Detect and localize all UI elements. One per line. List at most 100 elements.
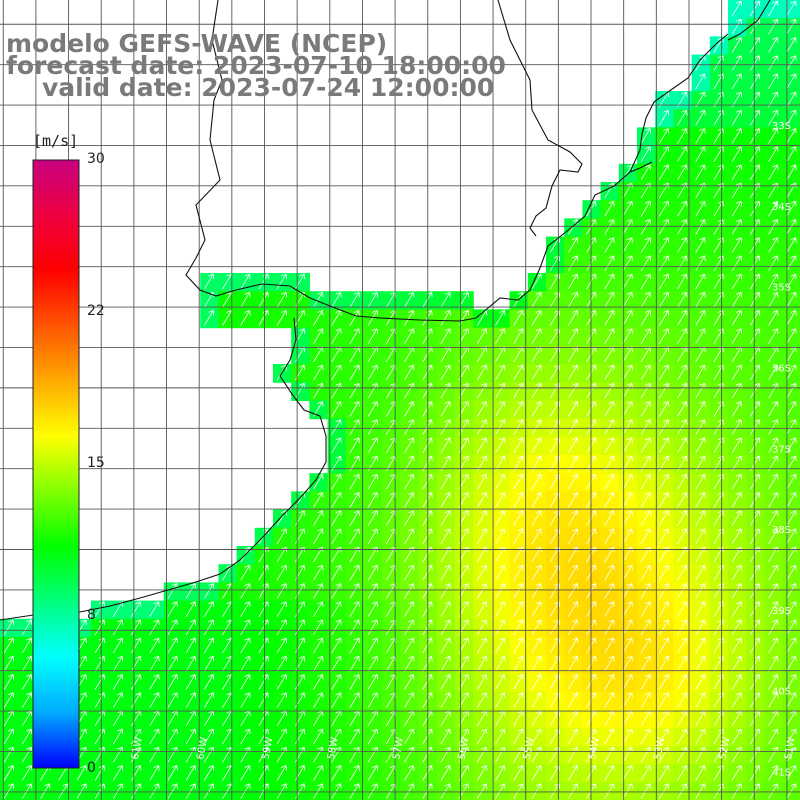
wind-arrow — [513, 783, 524, 799]
wind-arrow — [658, 328, 670, 344]
wind-speed-cell — [564, 728, 583, 747]
wind-arrow — [658, 273, 670, 290]
wind-arrow — [531, 528, 542, 545]
wind-arrow — [731, 437, 742, 454]
wind-speed-cell — [236, 637, 256, 656]
wind-arrow — [731, 401, 742, 417]
wind-arrow — [331, 583, 342, 599]
wind-arrow — [476, 328, 488, 344]
wind-speed-cell — [673, 618, 693, 638]
wind-speed-cell — [564, 400, 583, 420]
wind-speed-cell — [637, 764, 656, 784]
wind-arrow — [749, 510, 761, 526]
wind-arrow — [695, 146, 706, 162]
wind-arrow — [622, 655, 633, 672]
wind-speed-cell — [509, 509, 529, 529]
wind-arrow — [695, 637, 706, 654]
wind-speed-cell — [163, 746, 183, 765]
wind-arrow — [658, 219, 670, 235]
wind-speed-cell — [436, 291, 456, 310]
wind-arrow — [567, 310, 579, 326]
wind-arrow — [276, 291, 287, 308]
wind-speed-cell — [382, 473, 401, 492]
wind-speed-cell — [345, 473, 365, 492]
wind-speed-cell — [400, 509, 420, 529]
longitude-label: 53W — [652, 736, 667, 760]
wind-speed-cell — [691, 527, 711, 547]
wind-speed-cell — [309, 691, 329, 711]
wind-speed-cell — [327, 691, 347, 711]
wind-speed-cell — [655, 145, 674, 165]
wind-arrow — [149, 637, 160, 654]
wind-speed-cell — [709, 782, 729, 800]
wind-arrow — [731, 291, 742, 308]
wind-arrow — [404, 692, 415, 708]
wind-speed-cell — [600, 582, 620, 602]
wind-arrow — [640, 364, 651, 381]
wind-speed-cell — [746, 400, 765, 420]
wind-speed-cell — [491, 618, 511, 638]
wind-speed-cell — [709, 509, 729, 529]
wind-arrow — [695, 437, 706, 454]
wind-arrow — [604, 419, 615, 435]
wind-arrow — [567, 619, 579, 636]
wind-speed-cell — [400, 764, 420, 784]
wind-arrow — [367, 419, 378, 435]
wind-arrow — [476, 619, 488, 636]
wind-speed-cell — [709, 473, 729, 492]
wind-speed-cell — [236, 546, 256, 565]
wind-speed-cell — [564, 782, 583, 800]
wind-arrow — [349, 564, 360, 581]
wind-arrow — [731, 473, 742, 490]
wind-speed-cell — [709, 291, 729, 310]
wind-arrow — [349, 328, 360, 344]
wind-speed-cell — [455, 491, 474, 511]
wind-arrow — [131, 692, 142, 708]
wind-speed-cell — [673, 273, 693, 292]
wind-speed-cell — [564, 291, 583, 310]
wind-arrow — [749, 73, 761, 90]
wind-speed-cell — [236, 746, 256, 765]
wind-speed-cell — [746, 582, 765, 602]
wind-speed-cell — [600, 400, 620, 420]
wind-speed-cell — [273, 364, 292, 383]
wind-speed-cell — [491, 345, 511, 365]
wind-arrow — [331, 364, 342, 381]
wind-arrow — [258, 273, 269, 290]
wind-arrow — [185, 601, 196, 617]
wind-speed-cell — [764, 400, 784, 420]
wind-speed-cell — [291, 782, 310, 800]
wind-arrow — [749, 37, 761, 53]
wind-speed-cell — [582, 564, 602, 583]
wind-arrow — [476, 564, 488, 581]
wind-speed-cell — [364, 491, 383, 511]
wind-speed-cell — [345, 400, 365, 420]
wind-speed-cell — [109, 618, 128, 638]
wind-arrow — [604, 655, 615, 672]
wind-speed-cell — [455, 764, 474, 784]
wind-arrow — [3, 728, 14, 745]
wind-speed-cell — [91, 600, 110, 620]
wind-arrow — [768, 637, 779, 654]
latitude-label: 41S — [772, 768, 791, 779]
wind-arrow — [695, 601, 706, 617]
wind-speed-cell — [364, 618, 383, 638]
wind-arrow — [240, 692, 251, 708]
wind-speed-cell — [109, 764, 128, 784]
wind-arrow — [240, 564, 251, 581]
wind-arrow — [768, 437, 779, 454]
wind-arrow — [731, 273, 742, 290]
wind-speed-cell — [673, 182, 693, 201]
wind-arrow — [440, 728, 451, 745]
wind-speed-cell — [546, 709, 565, 729]
wind-speed-cell — [764, 564, 784, 583]
wind-speed-cell — [309, 546, 329, 565]
wind-arrow — [149, 692, 160, 708]
longitude-label: 55W — [522, 736, 537, 760]
wind-arrow — [476, 437, 488, 454]
wind-arrow — [768, 164, 779, 181]
wind-arrow — [677, 564, 688, 581]
wind-speed-cell — [764, 782, 784, 800]
wind-arrow — [3, 765, 14, 781]
